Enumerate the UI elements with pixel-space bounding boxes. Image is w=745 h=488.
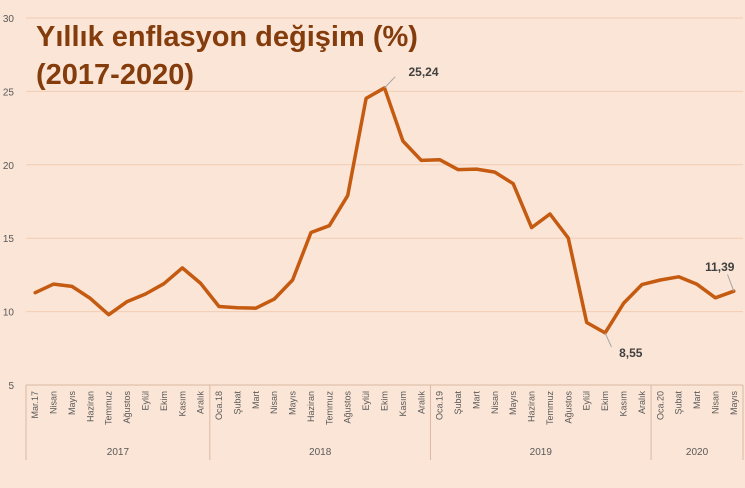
y-tick-label: 15: [3, 234, 15, 245]
y-tick-label: 20: [3, 161, 15, 172]
y-tick-label: 25: [3, 87, 15, 98]
x-tick-label: Mart: [471, 391, 481, 409]
x-tick-label: Şubat: [453, 391, 463, 415]
x-tick-label: Temmuz: [104, 391, 114, 426]
x-tick-label: Oca.20: [655, 391, 665, 420]
y-tick-label: 5: [8, 381, 14, 392]
x-tick-label: Temmuz: [545, 391, 555, 426]
year-label: 2020: [686, 447, 709, 458]
x-tick-label: Ağustos: [122, 391, 132, 424]
x-tick-label: Ekim: [159, 391, 169, 411]
chart-title-line-2: (2017-2020): [36, 59, 194, 91]
x-tick-label: Mayıs: [288, 391, 298, 416]
x-tick-label: Mar.17: [30, 391, 40, 419]
x-tick-label: Aralık: [637, 391, 647, 415]
x-tick-label: Mayıs: [508, 391, 518, 416]
x-tick-label: Ağustos: [343, 391, 353, 424]
x-tick-label: Nisan: [490, 391, 500, 414]
year-label: 2018: [309, 447, 332, 458]
x-tick-label: Aralık: [416, 391, 426, 415]
x-tick-label: Oca.19: [435, 391, 445, 420]
x-tick-label: Eylül: [361, 391, 371, 411]
data-label: 11,39: [705, 260, 735, 274]
chart-title-line-1: Yıllık enflasyon değişim (%): [36, 21, 418, 53]
x-tick-label: Ekim: [380, 391, 390, 411]
x-tick-label: Mart: [692, 391, 702, 409]
data-label: 8,55: [619, 346, 643, 360]
x-tick-label: Ağustos: [563, 391, 573, 424]
data-label: 25,24: [409, 65, 439, 79]
x-tick-label: Şubat: [674, 391, 684, 415]
x-tick-label: Mayıs: [67, 391, 77, 416]
x-tick-label: Nisan: [710, 391, 720, 414]
annotation-leader: [604, 332, 612, 348]
x-tick-label: Mart: [251, 391, 261, 409]
annotation-leader: [727, 274, 735, 292]
x-tick-label: Haziran: [527, 391, 537, 422]
series-line: [33, 86, 736, 335]
chart-title: Yıllık enflasyon değişim (%) (2017-2020): [36, 18, 418, 94]
x-tick-label: Mayıs: [729, 391, 739, 416]
year-label: 2019: [530, 447, 553, 458]
year-label: 2017: [107, 447, 130, 458]
annotation-leader: [384, 76, 396, 89]
x-tick-label: Ekim: [600, 391, 610, 411]
x-tick-label: Haziran: [306, 391, 316, 422]
x-tick-label: Aralık: [196, 391, 206, 415]
x-tick-label: Kasım: [398, 391, 408, 417]
y-tick-label: 30: [3, 14, 15, 25]
x-tick-label: Nisan: [269, 391, 279, 414]
x-tick-label: Şubat: [232, 391, 242, 415]
x-tick-label: Temmuz: [324, 391, 334, 426]
x-tick-label: Haziran: [85, 391, 95, 422]
x-tick-label: Eylül: [582, 391, 592, 411]
x-tick-label: Nisan: [49, 391, 59, 414]
x-tick-label: Eylül: [141, 391, 151, 411]
y-tick-label: 10: [3, 308, 15, 319]
x-tick-label: Kasım: [619, 391, 629, 417]
x-tick-label: Kasım: [177, 391, 187, 417]
x-tick-label: Oca.18: [214, 391, 224, 420]
